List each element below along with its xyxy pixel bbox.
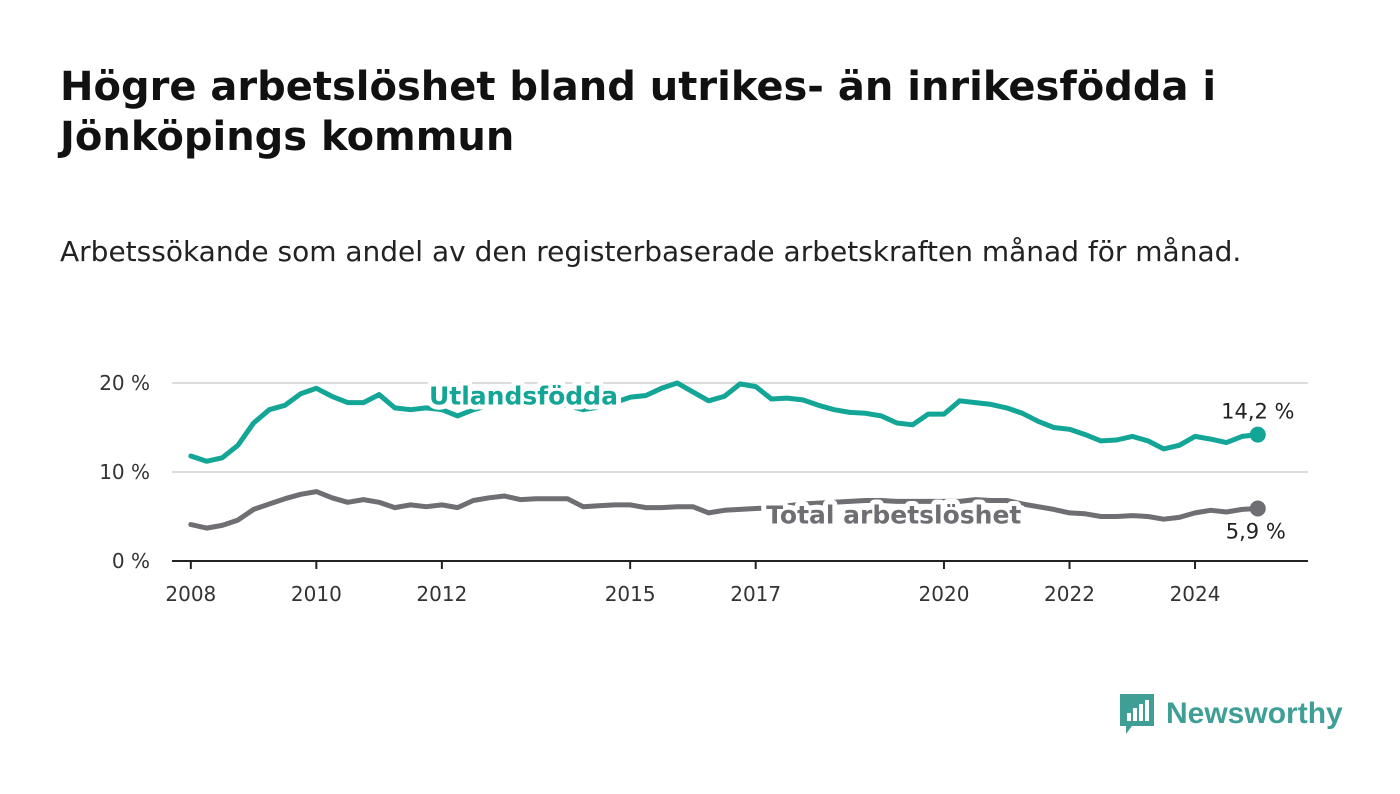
chart-title: Högre arbetslöshet bland utrikes- än inr…	[60, 64, 1217, 160]
x-tick-label: 2008	[165, 582, 216, 606]
newsworthy-logo-icon	[1120, 694, 1154, 734]
x-tick-label: 2020	[919, 582, 970, 606]
x-tick-label: 2017	[730, 582, 781, 606]
x-tick-label: 2024	[1170, 582, 1221, 606]
series-end-marker-0	[1249, 426, 1266, 443]
newsworthy-logo-text: Newsworthy	[1166, 697, 1343, 730]
series-end-label-1: 5,9 %	[1226, 519, 1286, 543]
series-end-marker-1	[1249, 500, 1266, 517]
series-end-label-0: 14,2 %	[1221, 400, 1294, 424]
series-lines	[188, 380, 1266, 531]
y-tick-label: 0 %	[112, 549, 150, 573]
y-tick-label: 10 %	[99, 460, 150, 484]
gridlines	[172, 382, 1308, 473]
y-tick-label: 20 %	[99, 371, 150, 395]
x-tick-label: 2022	[1044, 582, 1095, 606]
x-tick-label: 2010	[291, 582, 342, 606]
series-label-halo-1: Total arbetslöshet	[766, 501, 1021, 530]
series-line-1	[188, 489, 1261, 531]
series-line-0	[188, 380, 1261, 464]
y-axis-ticks: 0 % 10 % 20 %	[99, 371, 150, 573]
newsworthy-logo: Newsworthy	[1118, 690, 1343, 738]
x-axis: 2008 2010 2012 2015 2017 2020 2022 2024	[165, 560, 1308, 606]
series-labels: 5,9 %14,2 %UtlandsföddaUtlandsföddaTotal…	[424, 376, 1295, 543]
series-label-0: Utlandsfödda	[429, 381, 618, 410]
x-tick-label: 2012	[416, 582, 467, 606]
series-label-halo-0: Utlandsfödda	[429, 381, 618, 410]
series-label-1: Total arbetslöshet	[766, 501, 1021, 530]
chart-subtitle: Arbetssökande som andel av den registerb…	[60, 235, 1242, 268]
x-tick-label: 2015	[605, 582, 656, 606]
